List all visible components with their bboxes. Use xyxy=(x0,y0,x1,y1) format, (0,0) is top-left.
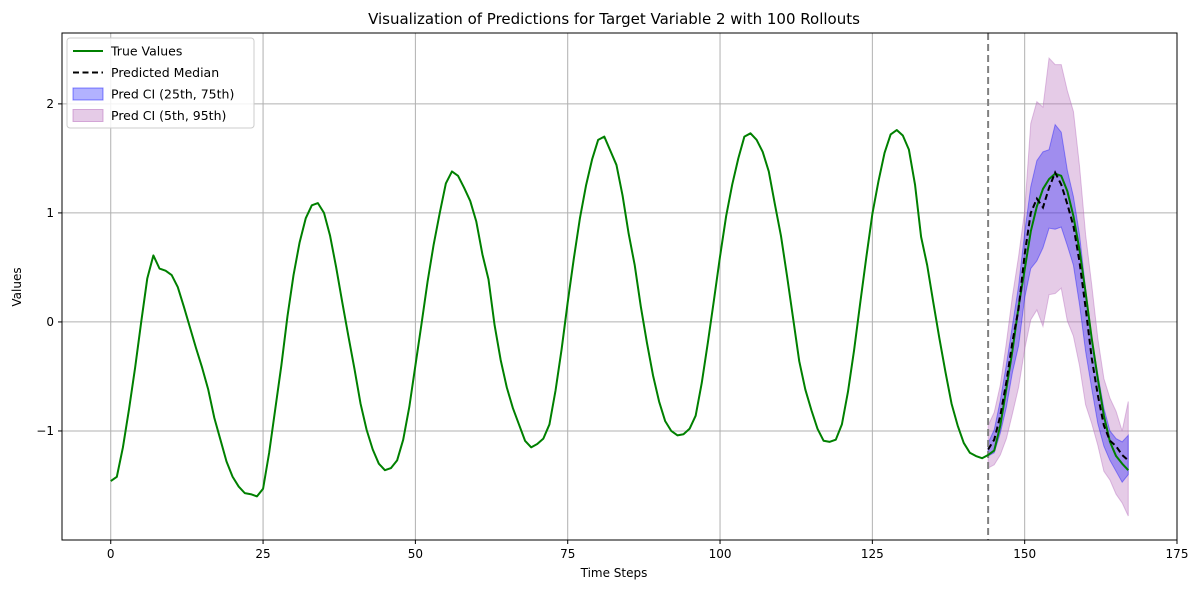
legend-label: Predicted Median xyxy=(111,65,219,80)
plot-content xyxy=(110,33,1129,540)
x-tick-label: 100 xyxy=(709,547,732,561)
x-axis-label: Time Steps xyxy=(580,566,648,580)
legend-label: Pred CI (25th, 75th) xyxy=(111,87,234,102)
x-tick-label: 50 xyxy=(408,547,423,561)
series-true-values-line xyxy=(110,129,1129,498)
x-tick-label: 0 xyxy=(107,547,115,561)
x-tick-label: 175 xyxy=(1166,547,1189,561)
ci-band-5-95 xyxy=(987,56,1129,517)
chart-title: Visualization of Predictions for Target … xyxy=(368,10,860,28)
legend-label: True Values xyxy=(110,44,182,59)
x-tick-label: 150 xyxy=(1013,547,1036,561)
series-predicted-median-line xyxy=(987,170,1129,462)
legend-swatch-ci-5-95 xyxy=(72,109,104,122)
axes-frame xyxy=(61,32,1178,541)
x-tick-label: 25 xyxy=(255,547,270,561)
legend-label: Pred CI (5th, 95th) xyxy=(111,108,226,123)
y-tick-label: 2 xyxy=(46,97,54,111)
ci-band-25-75 xyxy=(987,123,1129,484)
y-tick-label: 0 xyxy=(46,315,54,329)
y-tick-label: −1 xyxy=(36,424,54,438)
x-tick-label: 125 xyxy=(861,547,884,561)
y-axis-label: Values xyxy=(10,267,24,306)
legend: True Values Predicted Median Pred CI (25th… xyxy=(66,37,255,129)
legend-box xyxy=(66,37,255,129)
plot-area: 0 25 50 75 100 125 150 175 −1 0 1 2 xyxy=(36,32,1189,561)
legend-swatch-ci-25-75 xyxy=(72,87,104,101)
y-tick-label: 1 xyxy=(46,206,54,220)
x-tick-label: 75 xyxy=(560,547,575,561)
